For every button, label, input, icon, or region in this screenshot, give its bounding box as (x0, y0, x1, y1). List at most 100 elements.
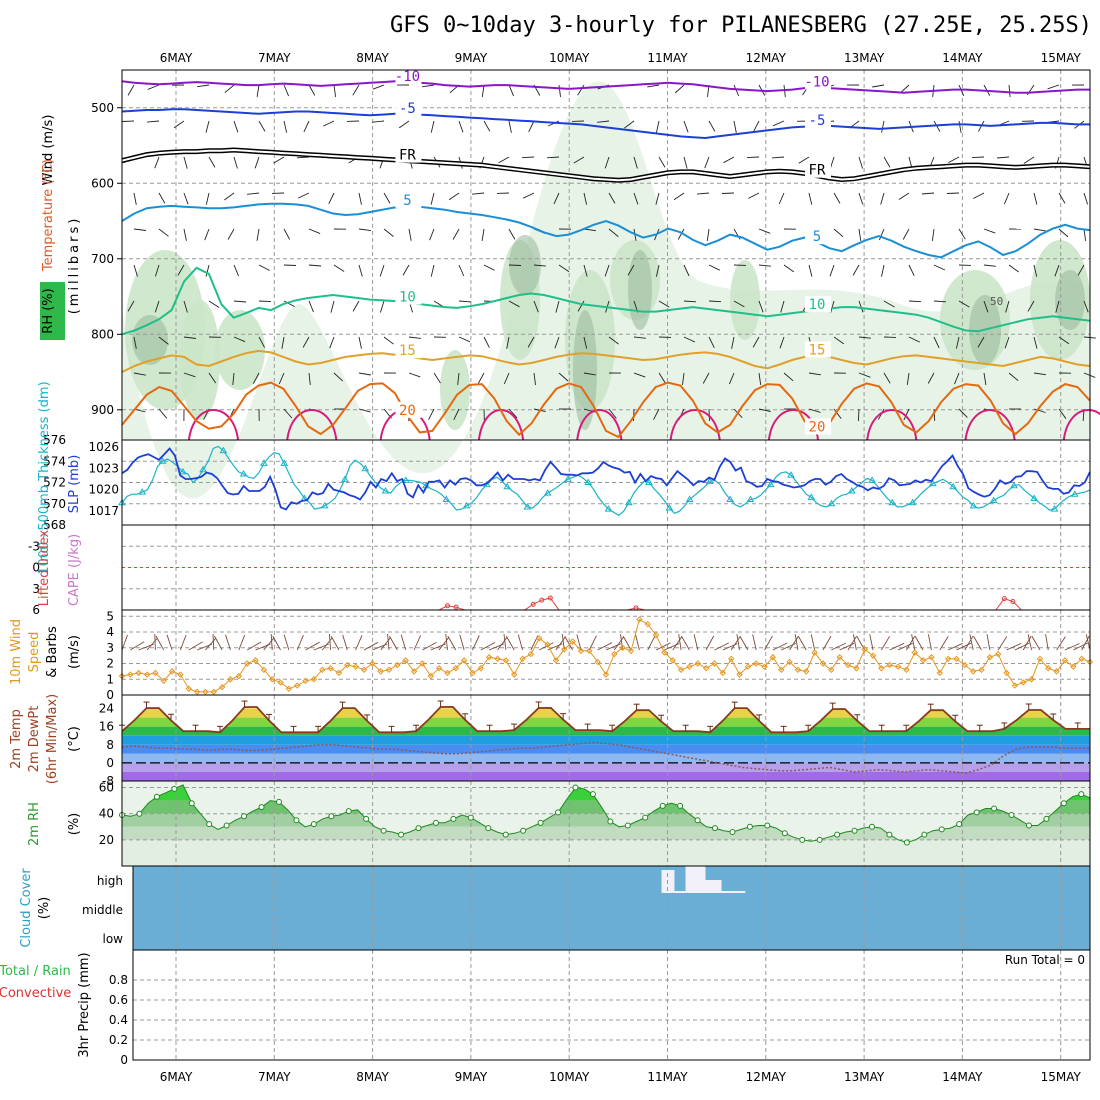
upper-wind-barb (683, 336, 696, 343)
thickness-point (645, 478, 653, 485)
thickness-point (503, 482, 512, 490)
wind-speed-point (143, 671, 151, 678)
contour-label-bg (804, 111, 831, 128)
rh-point (275, 798, 282, 805)
wind-speed-point (969, 668, 977, 675)
wind-speed-point (177, 671, 184, 678)
wind-barb (752, 634, 757, 651)
upper-wind-barb (258, 120, 266, 132)
wind-speed-point (536, 635, 543, 642)
upper-wind-barb (673, 192, 685, 201)
upper-wind-barb (283, 84, 290, 97)
upper-wind-barb (521, 156, 535, 159)
rh-point (677, 802, 684, 809)
upper-wind-barb (977, 336, 985, 348)
wind-barb (1081, 635, 1090, 651)
wind-speed-point (527, 650, 535, 658)
upper-wind-barb (829, 264, 835, 277)
wind-speed-point (277, 679, 284, 686)
wind-barb (714, 642, 729, 651)
upper-wind-barb (958, 120, 962, 133)
thickness-point (401, 476, 410, 483)
upper-wind-barb (931, 228, 935, 241)
upper-wind-barb (233, 336, 246, 343)
upper-wind-barb (154, 264, 160, 277)
cloud-level-high: high (97, 874, 123, 888)
slp-tick-1023: 1023 (88, 461, 119, 475)
upper-wind-barb (205, 264, 210, 277)
contour-fr-inner (121, 148, 1091, 182)
upper-wind-barb (147, 120, 160, 123)
contour-15 (121, 349, 1091, 373)
wind-units-label: (m/s) (67, 635, 82, 669)
upper-wind-barb (708, 264, 720, 271)
wind-barb (576, 634, 582, 651)
rh-point (764, 822, 771, 829)
rh-shade-mid-2 (215, 310, 265, 390)
upper-wind-barb (983, 372, 987, 385)
upper-wind-barb (555, 300, 560, 313)
rh-contour-label: 50 (990, 295, 1003, 308)
contour-label-bg (395, 288, 422, 305)
temp-band-6 (122, 753, 1090, 763)
upper-wind-barb (883, 300, 895, 308)
upper-wind-barb (633, 336, 646, 339)
wind-speed-point (369, 660, 376, 667)
wind-speed-point (986, 654, 994, 661)
contour-label-bg (395, 342, 422, 359)
precip-tick-0.4: 0.4 (109, 1013, 128, 1027)
wind-speed-point (894, 663, 902, 670)
upper-wind-barb (723, 156, 735, 164)
rh-point (328, 813, 335, 820)
wind-barb (1064, 643, 1080, 651)
upper-wind-barb (533, 264, 546, 267)
upper-wind-barb (783, 372, 794, 382)
precip-frame (132, 949, 1091, 1061)
upper-wind-barb (383, 228, 394, 237)
wind-barb (1085, 634, 1091, 651)
wind-barb (296, 635, 304, 651)
upper-wind-barb (283, 264, 297, 266)
upper-wind-barb (422, 84, 435, 88)
wind-barb (764, 635, 773, 651)
rh-point (1078, 791, 1085, 798)
temp-2m-label: 2m Temp (9, 709, 24, 769)
precip-tick-0.8: 0.8 (109, 973, 128, 987)
wind-tick-4: 4 (106, 625, 114, 639)
wind-barb (911, 634, 916, 651)
pink-contour-day-9 (964, 409, 1016, 441)
upper-ytick-600: 600 (91, 176, 114, 190)
top-date-10MAY: 10MAY (549, 51, 590, 65)
upper-wind-barb (508, 264, 522, 266)
upper-wind-barb (358, 336, 362, 349)
upper-wind-barb (430, 120, 435, 133)
upper-wind-barb (408, 336, 421, 339)
upper-wind-barb (808, 408, 821, 413)
upper-wind-barb (1008, 84, 1011, 97)
top-date-14MAY: 14MAY (942, 51, 983, 65)
upper-wind-barb (233, 156, 238, 169)
upper-wind-barb (921, 192, 935, 195)
upper-wind-barb (702, 372, 710, 384)
upper-wind-barb (633, 156, 638, 169)
upper-wind-barb (308, 372, 311, 385)
thickness-point (381, 487, 390, 494)
cape-tick--3: -3 (28, 539, 40, 553)
upper-wind-barb (358, 264, 363, 277)
rh-point (502, 831, 509, 838)
wind-speed-point (811, 649, 818, 656)
upper-wind-barb (978, 120, 985, 132)
wind-barb (1045, 634, 1049, 651)
upper-wind-barb (208, 300, 220, 308)
upper-wind-barb (453, 408, 460, 420)
wind-barb (263, 637, 275, 651)
upper-wind-barb (604, 264, 610, 277)
wind-speed-point (661, 649, 668, 656)
upper-wind-barb (577, 300, 585, 312)
wind-barb (880, 636, 890, 651)
upper-wind-barb (554, 336, 560, 349)
upper-wind-barb (1008, 372, 1019, 382)
wind-barb (969, 634, 974, 651)
wind-barb (622, 635, 632, 651)
thickness-point (462, 501, 471, 509)
